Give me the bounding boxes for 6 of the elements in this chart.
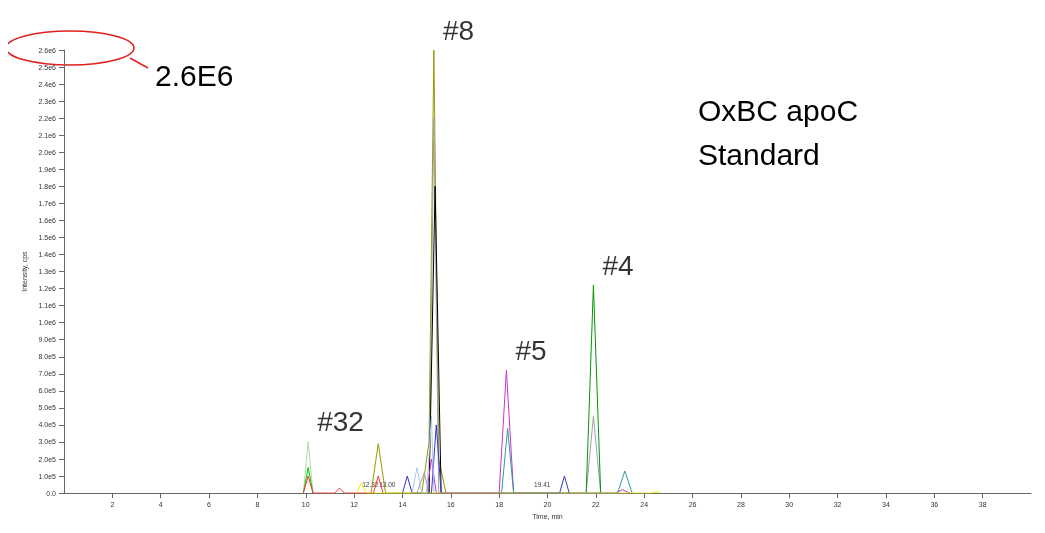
annotation: #32	[317, 406, 364, 438]
annotation: OxBC apoC Standard	[698, 93, 867, 171]
annotation: 2.6E6	[155, 58, 234, 92]
annotation: #4	[602, 249, 634, 281]
annotation: #8	[442, 14, 475, 46]
annotation: #5	[515, 334, 547, 366]
